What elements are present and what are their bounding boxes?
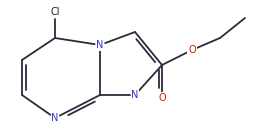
Text: N: N xyxy=(51,113,59,123)
Text: O: O xyxy=(188,45,196,55)
Text: Cl: Cl xyxy=(50,7,60,17)
Text: O: O xyxy=(158,93,166,103)
Text: N: N xyxy=(96,40,104,50)
Text: N: N xyxy=(131,90,139,100)
